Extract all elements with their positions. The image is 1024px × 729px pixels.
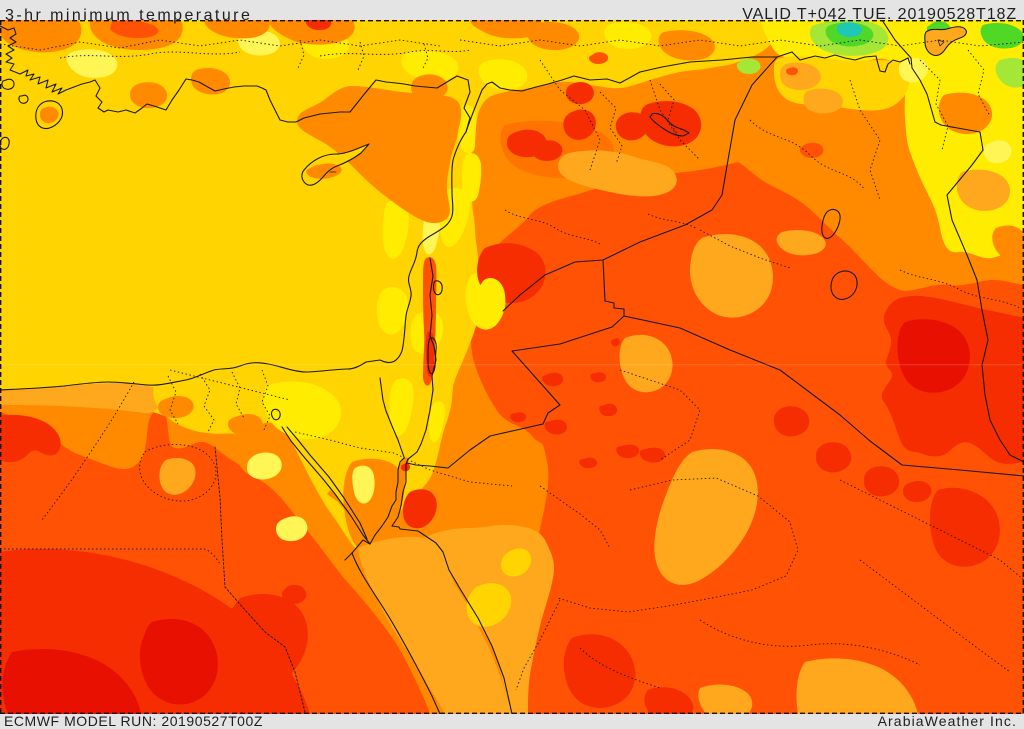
svg-text:ArabiaWeather Inc.: ArabiaWeather Inc. [878, 713, 1017, 729]
svg-text:VALID T+042 TUE. 20190528T18Z: VALID T+042 TUE. 20190528T18Z [742, 6, 1017, 23]
svg-text:3-hr minimum temperature: 3-hr minimum temperature [5, 7, 252, 24]
svg-text:ECMWF MODEL RUN: 20190527T00Z: ECMWF MODEL RUN: 20190527T00Z [4, 713, 263, 729]
